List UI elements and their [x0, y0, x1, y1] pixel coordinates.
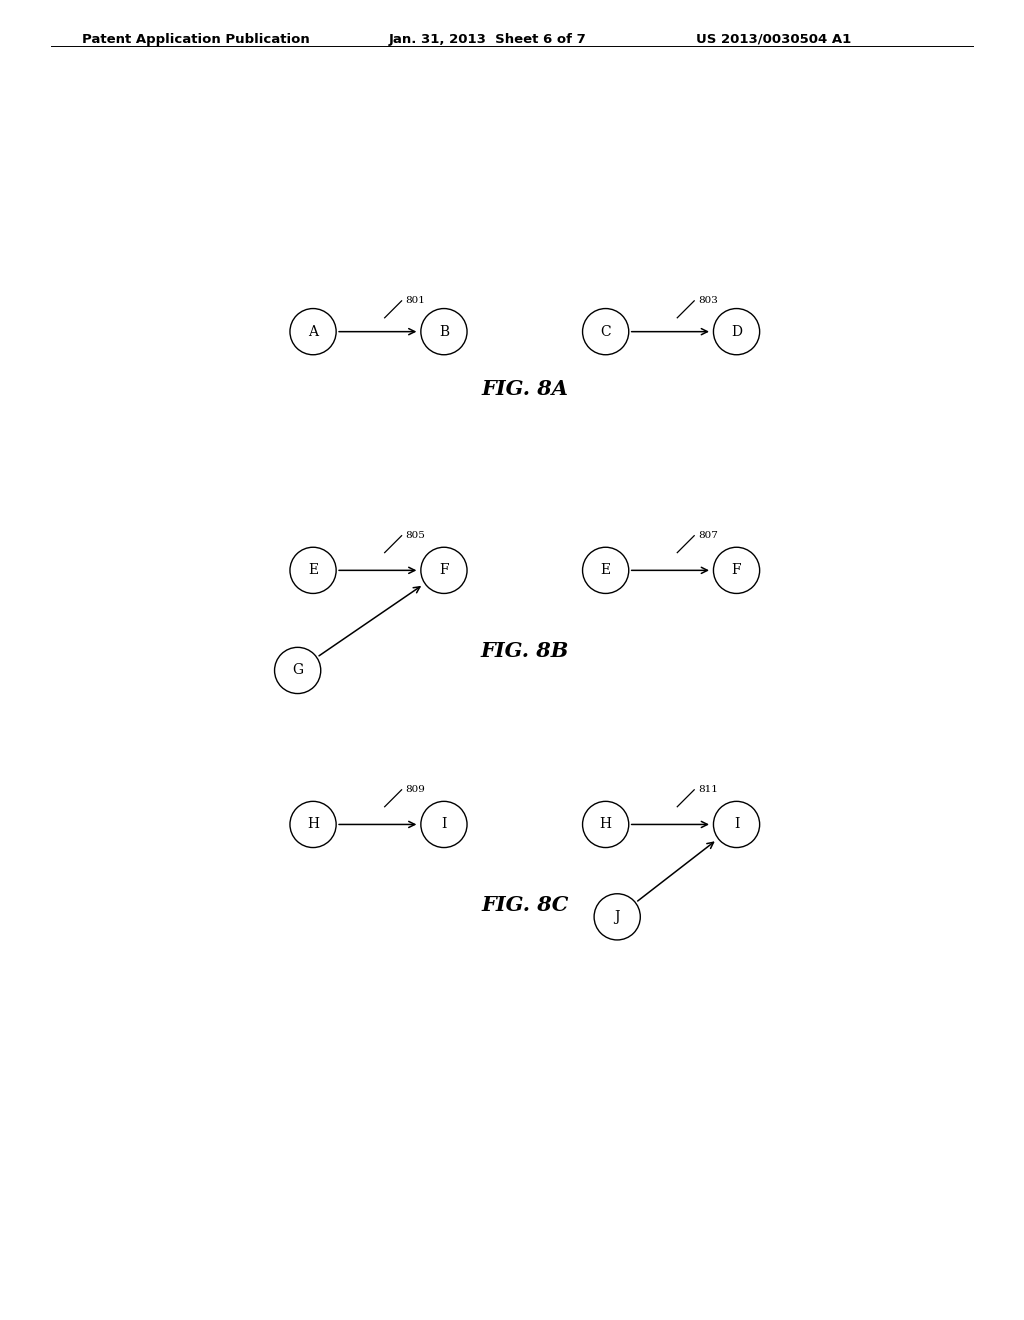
Circle shape — [714, 801, 760, 847]
Circle shape — [714, 309, 760, 355]
Text: F: F — [439, 564, 449, 577]
Text: 801: 801 — [406, 297, 425, 305]
Circle shape — [583, 548, 629, 594]
Text: 809: 809 — [406, 785, 425, 795]
Text: 805: 805 — [406, 531, 425, 540]
Text: FIG. 8C: FIG. 8C — [481, 895, 568, 915]
Circle shape — [583, 309, 629, 355]
Text: C: C — [600, 325, 611, 339]
Text: B: B — [439, 325, 449, 339]
Text: J: J — [614, 909, 620, 924]
Text: E: E — [308, 564, 318, 577]
Text: FIG. 8B: FIG. 8B — [480, 642, 569, 661]
Text: I: I — [734, 817, 739, 832]
Text: I: I — [441, 817, 446, 832]
Circle shape — [290, 309, 336, 355]
Text: F: F — [732, 564, 741, 577]
Circle shape — [274, 647, 321, 693]
Text: H: H — [600, 817, 611, 832]
Text: Jan. 31, 2013  Sheet 6 of 7: Jan. 31, 2013 Sheet 6 of 7 — [389, 33, 587, 46]
Circle shape — [594, 894, 640, 940]
Text: Patent Application Publication: Patent Application Publication — [82, 33, 309, 46]
Text: 811: 811 — [698, 785, 718, 795]
Text: A: A — [308, 325, 318, 339]
Circle shape — [714, 548, 760, 594]
Circle shape — [421, 309, 467, 355]
Text: 807: 807 — [698, 531, 718, 540]
Circle shape — [290, 801, 336, 847]
Circle shape — [583, 801, 629, 847]
Text: FIG. 8A: FIG. 8A — [481, 379, 568, 400]
Text: H: H — [307, 817, 319, 832]
Text: G: G — [292, 664, 303, 677]
Circle shape — [421, 801, 467, 847]
Circle shape — [421, 548, 467, 594]
Text: E: E — [601, 564, 610, 577]
Circle shape — [290, 548, 336, 594]
Text: D: D — [731, 325, 742, 339]
Text: 803: 803 — [698, 297, 718, 305]
Text: US 2013/0030504 A1: US 2013/0030504 A1 — [696, 33, 852, 46]
